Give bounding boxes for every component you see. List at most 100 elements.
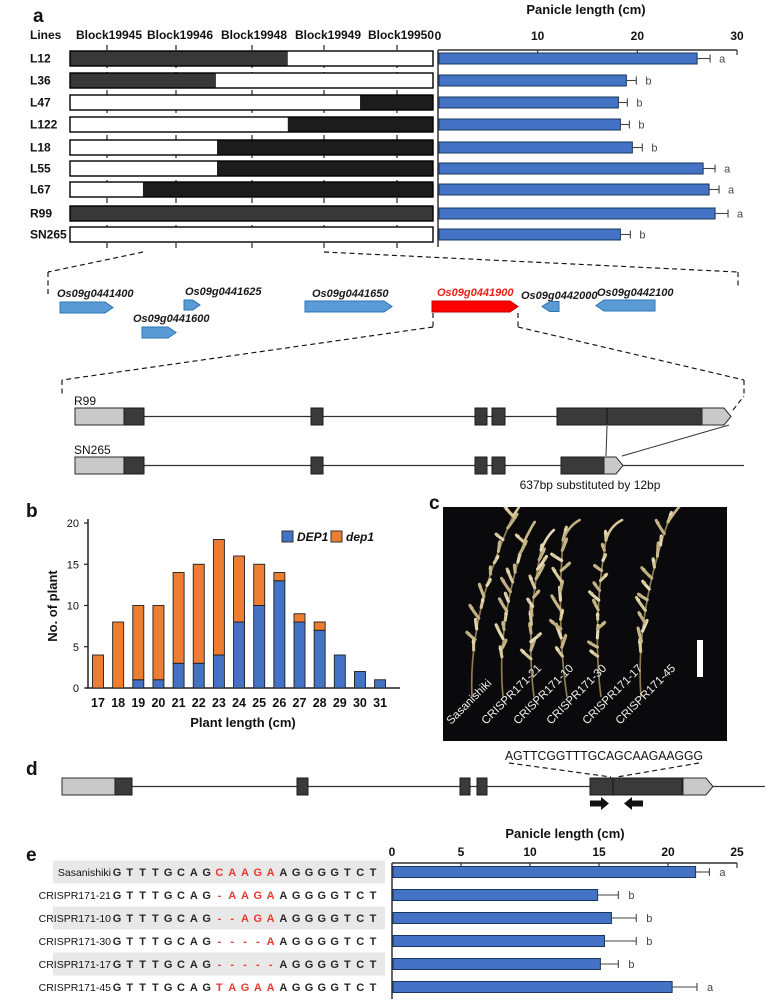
chart-a-tick-label: 0 [435,29,442,43]
seq-char: G [202,959,211,971]
panicle-bar [438,141,633,154]
seq-char: T [344,890,351,902]
seq-char-mutated: - [230,936,234,948]
grain [471,640,476,644]
exon-box [310,407,324,426]
hist-bar-dep1-upper [212,654,225,689]
seq-char: T [344,867,351,879]
genotype-bar-border [69,72,434,89]
seq-char-mutated: A [267,913,275,925]
seq-char: G [292,913,301,925]
seq-char: G [330,867,339,879]
sig-letter: b [651,143,657,155]
panicle-branch [534,563,546,581]
seq-char: G [113,867,122,879]
chart-a-title: Panicle length (cm) [526,2,645,17]
seq-char: G [318,867,327,879]
grain [542,557,547,561]
alignment-row-name: Sasanishiki [58,867,111,879]
seq-char: G [330,982,339,994]
seq-char: C [177,890,185,902]
chart-e-tick-label: 25 [730,845,744,859]
hist-bar-dep1-upper [253,605,266,689]
seq-char: T [344,959,351,971]
seq-char: C [177,936,185,948]
panicle-tip [511,507,521,518]
line-name: L55 [30,162,51,176]
panicle-bar [438,96,619,109]
seq-char: T [152,890,159,902]
grain [503,639,508,644]
hist-bar-dep1-lower [172,572,185,664]
hist-y-tick-label: 0 [73,683,79,695]
seq-char-mutated: A [228,890,236,902]
grain [651,558,656,563]
alignment-row-shading [53,860,385,884]
chart-e-tick-label: 10 [523,845,537,859]
hist-bar-dep1-upper [333,654,346,689]
hist-bar-dep1-lower [212,539,225,656]
grain [603,531,608,535]
seq-char-mutated: A [241,867,249,879]
grain [642,568,646,572]
hist-bar-dep1-upper [192,662,205,689]
genotype-bar-dark-segment [70,51,288,66]
panicle-branch [505,567,515,584]
seq-char: G [202,867,211,879]
hist-bar-dep1-upper [313,629,326,689]
genotype-bar-dark-segment [360,95,433,110]
seq-char-mutated: G [254,867,263,879]
grain [495,533,500,538]
utr3-arrowhead [682,777,714,796]
hist-category-label: 24 [232,696,246,710]
seq-char: G [113,936,122,948]
panel-a-label: a [33,6,44,27]
grain [488,566,493,571]
seq-char: G [202,982,211,994]
grain [504,612,508,616]
grain [551,596,556,601]
seq-char: C [356,959,364,971]
line-name: L36 [30,74,51,88]
substitution-note: 637bp substituted by 12bp [520,478,661,492]
seq-char: G [202,913,211,925]
hist-category-label: 25 [252,696,266,710]
seq-char-mutated: - [256,936,260,948]
seq-char: A [279,936,287,948]
chart-e-tick-label: 15 [592,845,606,859]
zoom-connector-dashed [47,251,144,273]
seq-char: A [190,890,198,902]
seq-char: T [126,913,133,925]
utr5-box [61,777,116,796]
gene-label: Os09g0441625 [185,286,262,298]
seq-char: G [164,913,173,925]
genotype-bar-dark-segment [70,206,433,221]
hist-category-label: 22 [192,696,206,710]
seq-char-mutated: A [267,867,275,879]
guide-sequence: AGTTCGGTTTGCAGCAAGAAGGG [505,749,703,763]
seq-char: G [292,867,301,879]
seq-char: G [330,936,339,948]
seq-char: A [279,890,287,902]
panicle-bar [392,935,606,947]
hist-bar-dep1-upper [172,662,185,689]
panicle-tip [604,518,624,542]
grain [536,633,541,638]
seq-char: C [356,867,364,879]
seq-char: G [305,959,314,971]
grain [469,606,474,610]
sig-letter: b [645,76,651,88]
genotype-bar-dark-segment [217,161,433,176]
line-name: SN265 [30,228,67,242]
seq-char: G [292,982,301,994]
grain [595,613,600,617]
hist-bar-dep1-upper [354,671,366,689]
panel-e-label: e [26,845,37,866]
scale-bar [697,640,703,677]
seq-char: T [126,867,133,879]
exon-box [123,407,145,426]
hist-category-label: 31 [373,696,387,710]
genotype-bar-dark-segment [217,140,433,155]
